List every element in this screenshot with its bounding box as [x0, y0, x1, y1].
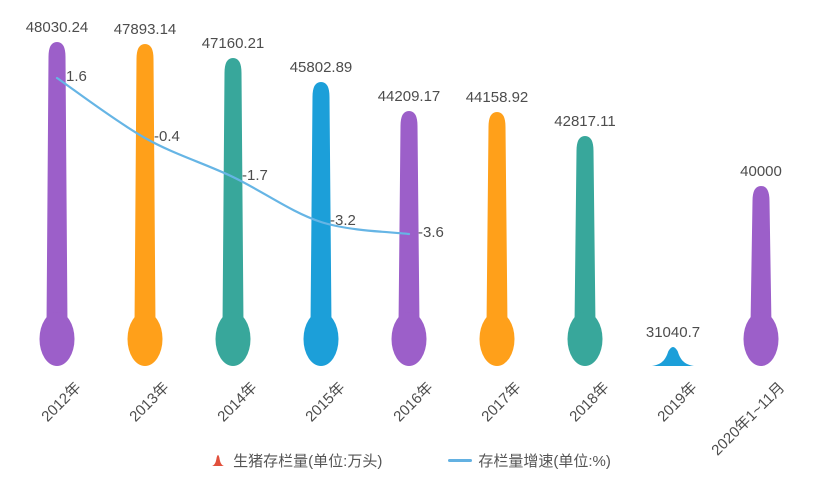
growth-label-2014年: -1.7 — [242, 167, 268, 184]
value-label-2014年: 47160.21 — [201, 35, 265, 52]
value-label-2018年: 42817.11 — [554, 113, 616, 130]
pictorial-bar-2016年[interactable] — [391, 111, 427, 366]
growth-label-2013年: -0.4 — [154, 128, 180, 145]
pictorial-bar-2020年1~11月[interactable] — [743, 186, 779, 366]
growth-label-2012年: 1.6 — [66, 68, 87, 85]
growth-rate-line[interactable] — [55, 76, 411, 236]
pictorial-bar-2018年[interactable] — [567, 136, 603, 366]
value-label-2013年: 47893.14 — [113, 21, 177, 38]
pictorial-bar-2019年[interactable] — [652, 347, 694, 366]
growth-label-2016年: -3.6 — [418, 224, 444, 241]
pictorial-bar-2013年[interactable] — [127, 44, 163, 366]
value-label-2017年: 44158.92 — [465, 89, 529, 106]
value-label-2020年1~11月: 40000 — [740, 163, 782, 180]
mound-icon — [212, 454, 225, 466]
pictorial-bar-2014年[interactable] — [215, 58, 251, 366]
growth-label-2015年: -3.2 — [330, 212, 356, 229]
pictorial-bar-2017年[interactable] — [479, 112, 515, 366]
legend-label-pig-stock: 生猪存栏量(单位:万头) — [233, 453, 383, 470]
pictorial-bar-2015年[interactable] — [303, 82, 339, 366]
legend-item-pig-stock[interactable]: 生猪存栏量(单位:万头) — [209, 450, 382, 471]
legend: 生猪存栏量(单位:万头) 存栏量增速(单位:%) — [0, 450, 820, 471]
value-label-2012年: 48030.24 — [25, 19, 89, 36]
value-label-2019年: 31040.7 — [645, 324, 701, 341]
value-label-2015年: 45802.89 — [289, 59, 353, 76]
pictorial-bar-2012年[interactable] — [39, 42, 75, 366]
line-icon — [448, 459, 473, 462]
legend-item-growth-rate[interactable]: 存栏量增速(单位:%) — [448, 450, 611, 471]
value-label-2016年: 44209.17 — [377, 88, 441, 105]
legend-label-growth-rate: 存栏量增速(单位:%) — [478, 453, 611, 470]
